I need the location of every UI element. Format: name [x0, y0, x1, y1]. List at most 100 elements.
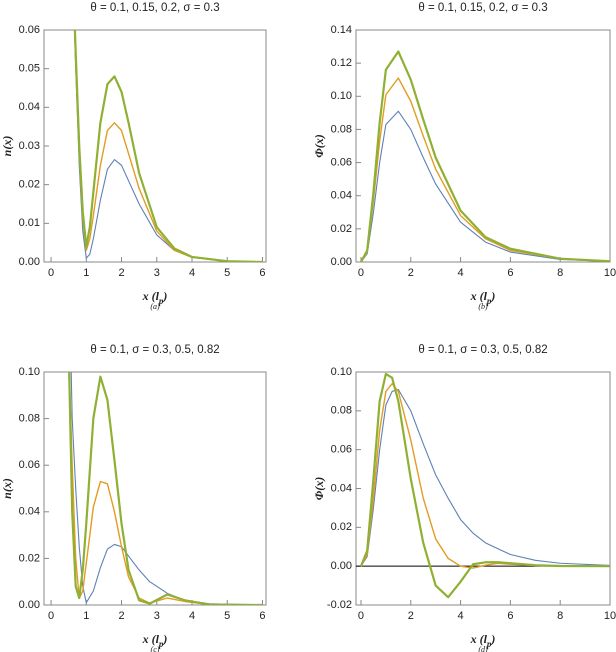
- series-line: [360, 382, 610, 569]
- y-axis-label: n(x): [0, 478, 14, 499]
- x-tick-label: 2: [408, 267, 414, 279]
- y-axis-label: Φ(x): [312, 134, 326, 157]
- x-tick-label: 6: [507, 267, 513, 279]
- y-tick-label: 0.04: [19, 506, 40, 518]
- y-tick-label: 0.05: [19, 63, 40, 75]
- y-tick-label: 0.03: [19, 140, 40, 152]
- x-tick-label: 8: [557, 267, 563, 279]
- y-tick-label: 0.12: [331, 57, 352, 69]
- x-axis-label: x (lp): [470, 632, 496, 649]
- y-tick-label: 0.06: [19, 24, 40, 36]
- x-label-sub: p: [158, 296, 164, 306]
- y-tick-label: 0.02: [331, 223, 352, 235]
- series-line: [359, 372, 610, 599]
- x-label-close: ): [490, 289, 495, 303]
- x-tick-label: 3: [154, 610, 160, 622]
- x-label-close: ): [490, 632, 495, 646]
- x-tick-label: 3: [154, 267, 160, 279]
- x-tick-label: 4: [189, 267, 195, 279]
- y-tick-label: -0.02: [327, 599, 352, 611]
- x-tick-label: 5: [224, 610, 230, 622]
- series-line: [360, 388, 610, 567]
- x-tick-label: 10: [604, 267, 616, 279]
- x-tick-label: 2: [118, 610, 124, 622]
- caption: (d): [478, 645, 488, 652]
- x-tick-label: 0: [358, 267, 364, 279]
- x-tick-label: 4: [458, 267, 464, 279]
- x-tick-label: 6: [507, 610, 513, 622]
- y-tick-label: 0.00: [331, 256, 352, 268]
- caption: (a): [150, 302, 160, 311]
- plot-frame: [43, 371, 267, 606]
- y-tick-label: 0.10: [331, 90, 352, 102]
- series-line: [73, 30, 263, 262]
- y-tick-label: 0.00: [19, 256, 40, 268]
- y-tick-label: 0.00: [19, 599, 40, 611]
- x-label-sub: p: [486, 639, 492, 649]
- chart-title: θ = 0.1, σ = 0.3, 0.5, 0.82: [90, 344, 219, 356]
- plot-area: [360, 50, 610, 262]
- plot-area: [68, 372, 263, 605]
- y-tick-label: 0.08: [331, 123, 352, 135]
- x-tick-label: 1: [83, 267, 89, 279]
- y-tick-label: 0.08: [331, 405, 352, 417]
- x-tick-label: 6: [259, 267, 265, 279]
- y-tick-label: 0.01: [19, 217, 40, 229]
- caption: (b): [478, 302, 488, 311]
- series-line: [68, 372, 263, 605]
- y-tick-label: 0.10: [331, 366, 352, 378]
- y-tick-label: 0.04: [19, 101, 40, 113]
- x-label-sub: p: [158, 639, 164, 649]
- chart-title: θ = 0.1, 0.15, 0.2, σ = 0.3: [90, 2, 219, 14]
- x-label-close: ): [162, 632, 167, 646]
- x-label-main: x (l: [142, 632, 160, 646]
- x-tick-label: 0: [358, 610, 364, 622]
- series-line: [68, 372, 263, 605]
- x-label-close: ): [162, 289, 167, 303]
- plot-area: [73, 30, 263, 262]
- x-label-main: x (l: [470, 289, 488, 303]
- y-tick-label: 0.04: [331, 190, 352, 202]
- plot-frame: [355, 371, 611, 606]
- y-tick-label: 0.14: [331, 24, 352, 36]
- x-tick-label: 2: [118, 267, 124, 279]
- x-tick-label: 0: [48, 267, 54, 279]
- y-tick-label: 0.06: [331, 444, 352, 456]
- x-tick-label: 6: [259, 610, 265, 622]
- y-tick-label: 0.00: [331, 560, 352, 572]
- x-tick-label: 0: [48, 610, 54, 622]
- x-tick-label: 2: [408, 610, 414, 622]
- x-label-main: x (l: [142, 289, 160, 303]
- y-axis-label: n(x): [0, 136, 14, 157]
- y-axis-label: Φ(x): [312, 477, 326, 500]
- x-axis-label: x (lp): [142, 289, 168, 306]
- x-label-sub: p: [486, 296, 492, 306]
- y-tick-label: 0.02: [19, 179, 40, 191]
- x-axis-label: x (lp): [142, 632, 168, 649]
- x-tick-label: 5: [224, 267, 230, 279]
- chart-title: θ = 0.1, 0.15, 0.2, σ = 0.3: [418, 2, 547, 14]
- y-tick-label: 0.02: [331, 521, 352, 533]
- series-line: [360, 50, 610, 262]
- y-tick-label: 0.02: [19, 552, 40, 564]
- x-axis-label: x (lp): [470, 289, 496, 306]
- series-line: [73, 30, 263, 262]
- series-line: [70, 372, 263, 605]
- plot-area: [359, 372, 610, 599]
- x-tick-label: 8: [557, 610, 563, 622]
- plot-frame: [355, 29, 611, 263]
- series-line: [360, 77, 610, 262]
- x-tick-label: 4: [458, 610, 464, 622]
- x-label-main: x (l: [470, 632, 488, 646]
- y-tick-label: 0.04: [331, 482, 352, 494]
- x-tick-label: 10: [604, 610, 616, 622]
- y-tick-label: 0.06: [19, 459, 40, 471]
- caption: (c): [151, 645, 160, 652]
- y-tick-label: 0.06: [331, 156, 352, 168]
- y-tick-label: 0.10: [19, 366, 40, 378]
- chart-title: θ = 0.1, σ = 0.3, 0.5, 0.82: [418, 344, 547, 356]
- y-tick-label: 0.08: [19, 413, 40, 425]
- series-line: [74, 30, 263, 262]
